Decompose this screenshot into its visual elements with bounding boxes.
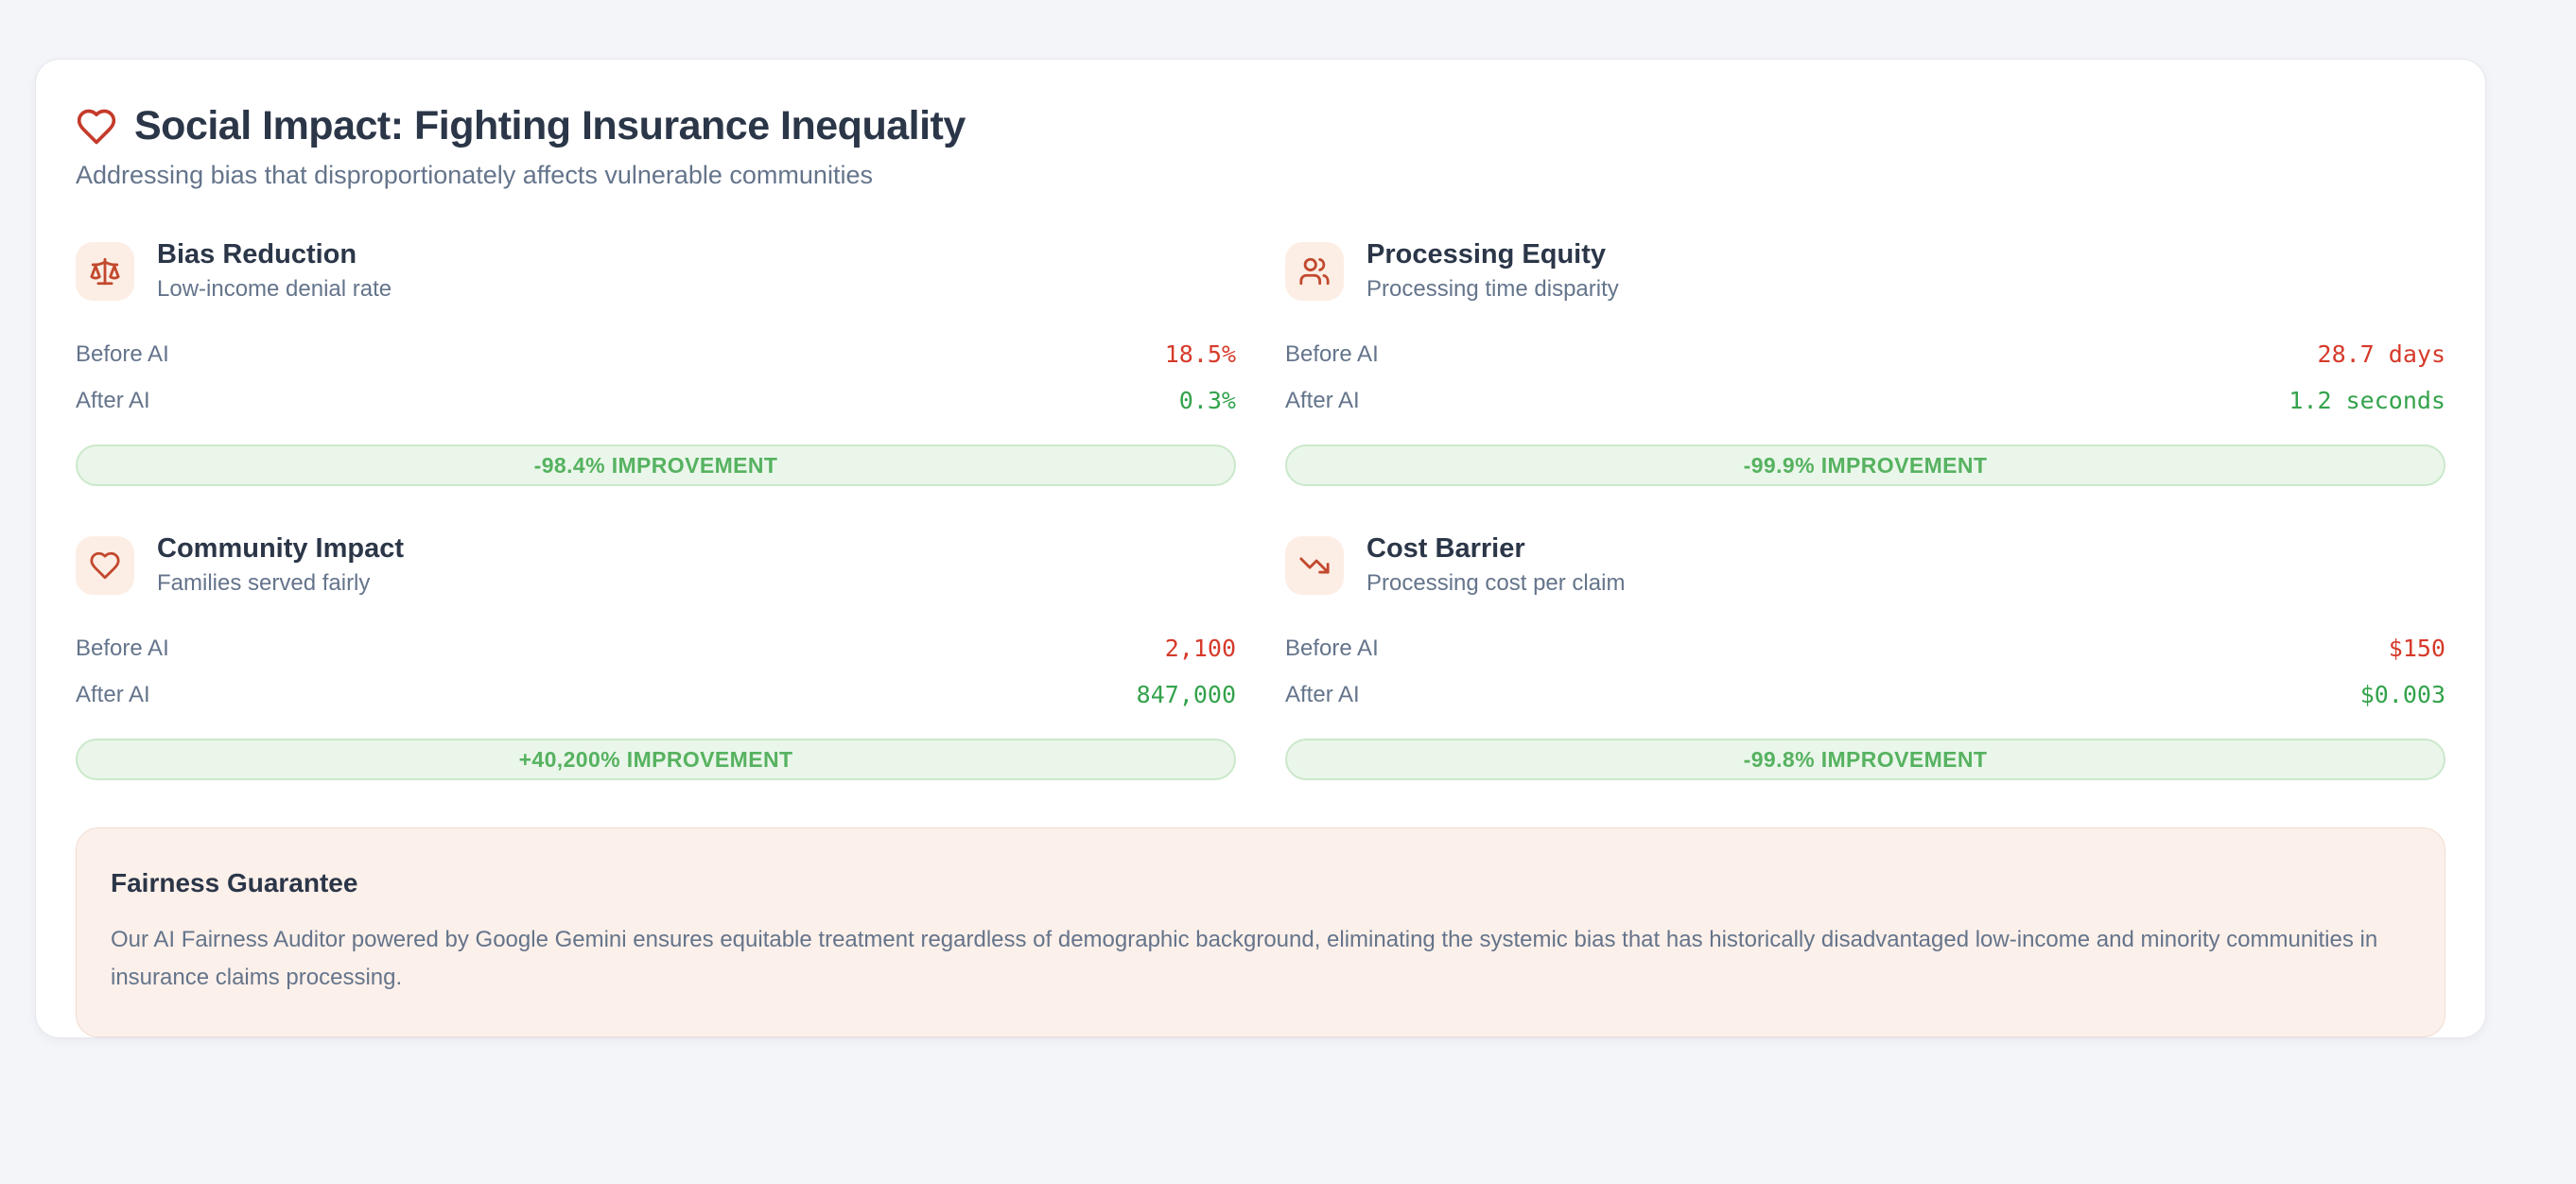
before-row: Before AI 2,100 [76, 625, 1236, 671]
fairness-body: Our AI Fairness Auditor powered by Googl… [111, 927, 2378, 990]
page-subtitle: Addressing bias that disproportionately … [76, 161, 873, 189]
metrics-grid: Bias Reduction Low-income denial rate Be… [76, 239, 2445, 780]
metric-title: Cost Barrier [1366, 533, 1525, 564]
before-row: Before AI 28.7 days [1285, 331, 2445, 377]
fairness-guarantee-panel: Fairness Guarantee Our AI Fairness Audit… [76, 827, 2445, 1037]
after-value: 0.3% [1178, 387, 1236, 414]
before-label: Before AI [1285, 635, 1379, 661]
metric-header: Bias Reduction Low-income denial rate [76, 239, 1236, 303]
after-label: After AI [1285, 681, 1360, 707]
before-label: Before AI [76, 635, 169, 661]
metric-header: Processing Equity Processing time dispar… [1285, 239, 2445, 303]
metric-subtitle: Families served fairly [157, 570, 371, 596]
card-header: Social Impact: Fighting Insurance Inequa… [76, 103, 2445, 149]
metric-header: Community Impact Families served fairly [76, 533, 1236, 597]
metric-rows: Before AI 2,100 After AI 847,000 [76, 625, 1236, 718]
after-label: After AI [76, 681, 150, 707]
metric-card-cost-barrier: Cost Barrier Processing cost per claim B… [1285, 533, 2445, 780]
metric-card-community-impact: Community Impact Families served fairly … [76, 533, 1236, 780]
metric-title: Processing Equity [1366, 239, 1607, 270]
heart-icon [76, 535, 134, 595]
improvement-badge: -99.8% IMPROVEMENT [1285, 739, 2445, 780]
heart-icon [76, 106, 117, 148]
improvement-badge: -99.9% IMPROVEMENT [1285, 444, 2445, 486]
metric-subtitle: Processing cost per claim [1366, 570, 1626, 596]
before-value: $150 [2388, 635, 2445, 662]
metric-header: Cost Barrier Processing cost per claim [1285, 533, 2445, 597]
metric-subtitle: Processing time disparity [1366, 276, 1619, 302]
after-row: After AI $0.003 [1285, 671, 2445, 718]
before-row: Before AI $150 [1285, 625, 2445, 671]
metric-rows: Before AI 28.7 days After AI 1.2 seconds [1285, 331, 2445, 424]
after-label: After AI [76, 387, 150, 413]
metric-card-processing-equity: Processing Equity Processing time dispar… [1285, 239, 2445, 486]
after-value: 847,000 [1136, 681, 1236, 708]
metric-subtitle: Low-income denial rate [157, 276, 392, 302]
before-value: 18.5% [1164, 340, 1236, 368]
after-value: 1.2 seconds [2289, 387, 2445, 414]
metric-rows: Before AI $150 After AI $0.003 [1285, 625, 2445, 718]
fairness-title: Fairness Guarantee [111, 868, 358, 897]
metric-card-bias-reduction: Bias Reduction Low-income denial rate Be… [76, 239, 1236, 486]
users-icon [1285, 241, 1344, 301]
after-row: After AI 847,000 [76, 671, 1236, 718]
before-value: 2,100 [1164, 635, 1236, 662]
page-title: Social Impact: Fighting Insurance Inequa… [134, 103, 966, 148]
metric-title: Bias Reduction [157, 239, 357, 270]
before-value: 28.7 days [2317, 340, 2445, 368]
before-label: Before AI [1285, 340, 1379, 367]
before-row: Before AI 18.5% [76, 331, 1236, 377]
after-value: $0.003 [2359, 681, 2445, 708]
after-row: After AI 1.2 seconds [1285, 377, 2445, 424]
trending-down-icon [1285, 535, 1344, 595]
improvement-badge: -98.4% IMPROVEMENT [76, 444, 1236, 486]
after-row: After AI 0.3% [76, 377, 1236, 424]
before-label: Before AI [76, 340, 169, 367]
metric-title: Community Impact [157, 533, 405, 564]
improvement-badge: +40,200% IMPROVEMENT [76, 739, 1236, 780]
metric-rows: Before AI 18.5% After AI 0.3% [76, 331, 1236, 424]
scale-icon [76, 241, 134, 301]
social-impact-card: Social Impact: Fighting Insurance Inequa… [35, 59, 2486, 1038]
after-label: After AI [1285, 387, 1360, 413]
